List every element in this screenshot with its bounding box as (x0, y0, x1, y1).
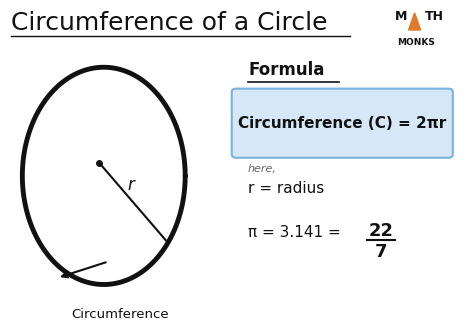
Text: Circumference (C) = 2πr: Circumference (C) = 2πr (238, 116, 447, 131)
Text: Circumference: Circumference (71, 307, 169, 321)
Text: Formula: Formula (248, 61, 324, 79)
Text: here,: here, (248, 164, 277, 174)
Text: r: r (127, 176, 134, 194)
Text: Circumference of a Circle: Circumference of a Circle (11, 11, 327, 35)
Text: π = 3.141 =: π = 3.141 = (248, 225, 346, 240)
Text: r = radius: r = radius (248, 181, 324, 196)
Polygon shape (409, 13, 421, 30)
FancyBboxPatch shape (232, 89, 453, 158)
Text: 22: 22 (368, 222, 393, 240)
Text: TH: TH (425, 10, 444, 23)
Text: M: M (395, 10, 407, 23)
Text: 7: 7 (374, 243, 387, 261)
Text: MONKS: MONKS (397, 38, 435, 46)
